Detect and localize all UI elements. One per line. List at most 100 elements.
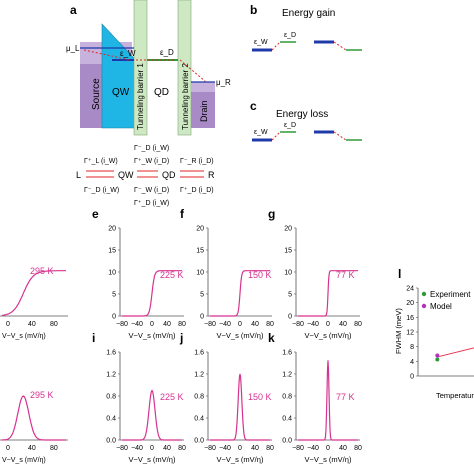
partial-curve (1, 270, 66, 316)
tunnel-arrow-3 (179, 59, 207, 83)
x-tick-label: 80 (178, 445, 186, 452)
rate-row2-mid: Γ⁻_W (i_D) (134, 187, 169, 194)
x-tick-label: −80 (116, 321, 128, 328)
curve-e (122, 270, 182, 317)
tunneling-barrier-2 (177, 0, 192, 136)
loss-arrow-2 (333, 131, 347, 141)
partial-x-tick: 80 (50, 321, 58, 328)
y-tick-label: 0.0 (282, 438, 292, 445)
x-tick-label: −40 (219, 321, 231, 328)
loss-eps-d-label: ε_D (284, 122, 296, 129)
panel-c: c Energy loss ε_W ε_D (250, 99, 362, 142)
partial-x-label: V−V_s (mV/η) (2, 457, 46, 464)
y-tick-label: 0 (288, 314, 292, 321)
y-tick-label: 0.4 (194, 416, 204, 423)
y-tick-label: 1.6 (282, 350, 292, 357)
qd-label: QD (154, 87, 169, 98)
y-tick-label: 0.8 (106, 394, 116, 401)
node-r: R (208, 170, 215, 180)
plot-grid: 0 40 80V−V_s (mV/η)0 40 80V−V_s (mV/η)e05101… (0, 207, 474, 464)
x-tick-label: −80 (204, 445, 216, 452)
x-tick-label: −40 (131, 321, 143, 328)
curve-j (210, 373, 270, 441)
x-tick-label: 0 (238, 445, 242, 452)
node-qd: QD (162, 170, 176, 180)
panel-letter-e: e (92, 207, 99, 221)
fit-line (437, 347, 474, 358)
y-tick-label: 0.0 (106, 438, 116, 445)
partial-x-tick: 40 (28, 321, 36, 328)
panel-letter-j: j (179, 331, 183, 345)
legend-label-model: Model (430, 302, 452, 311)
x-tick-label: 40 (163, 321, 171, 328)
energy-gain-title: Energy gain (282, 8, 335, 19)
x-axis-label: Temperature (436, 391, 474, 400)
mu-r-label: μ_R (216, 78, 231, 87)
x-tick-label: 80 (266, 445, 274, 452)
y-tick-label: 0 (410, 374, 414, 381)
gain-arrow-1 (271, 41, 281, 51)
y-tick-label: 1.6 (194, 350, 204, 357)
y-tick-label: 0.4 (282, 416, 292, 423)
qw-label: QW (112, 87, 130, 98)
y-tick-label: 20 (196, 226, 204, 233)
y-tick-label: 0 (200, 314, 204, 321)
point-model (435, 353, 440, 358)
barrier-2-label: Tunneling barrier 2 (181, 63, 190, 130)
panel-letter-i: i (92, 331, 95, 345)
drain-fermi-sea (191, 82, 215, 92)
x-tick-label: −40 (307, 445, 319, 452)
x-tick-label: 40 (339, 445, 347, 452)
legend-marker-model (421, 303, 427, 309)
y-tick-label: 10 (108, 270, 116, 277)
point-experiment (435, 357, 440, 362)
y-tick-label: 5 (288, 292, 292, 299)
rate-row2-right: Γ⁺_D (i_D) (180, 187, 214, 194)
x-tick-label: 80 (354, 445, 362, 452)
plot-e: e 0 5 10 15 20 −80 −40 0 40 80V−V_s (mV/η) 225 K (92, 207, 186, 340)
rate-row1-mid: Γ⁺_W (i_D) (134, 158, 169, 165)
y-tick-label: 0.4 (106, 416, 116, 423)
curve-g (298, 270, 358, 317)
temperature-label-k: 77 K (336, 392, 355, 402)
y-tick-label: 15 (196, 248, 204, 255)
y-tick-label: 15 (108, 248, 116, 255)
curve-i (122, 389, 182, 441)
temperature-label-e: 225 K (160, 270, 184, 280)
panel-letter-l: l (398, 267, 401, 281)
node-qw: QW (118, 170, 134, 180)
rate-row1-left: Γ⁺_L (i_W) (84, 158, 118, 165)
y-tick-label: 0.8 (282, 394, 292, 401)
y-tick-label: 1.2 (282, 372, 292, 379)
source-label: Source (91, 78, 102, 110)
x-tick-label: −40 (131, 445, 143, 452)
mu-l-label: μ_L (66, 44, 80, 53)
panel-letter-f: f (180, 207, 185, 221)
panel-letter-c: c (250, 99, 257, 113)
node-l: L (76, 170, 81, 180)
x-tick-label: 40 (339, 321, 347, 328)
eps-d-label: ε_D (160, 48, 174, 57)
x-tick-label: −40 (307, 321, 319, 328)
temp-label-left-top: 295 K (30, 266, 54, 276)
y-tick-label: 1.2 (106, 372, 116, 379)
panel-letter-a: a (70, 3, 77, 17)
x-tick-label: 40 (163, 445, 171, 452)
y-tick-label: 4 (410, 359, 414, 366)
plot-k: k0.00.40.81.21.6−80 −40 0 40 80V−V_s (mV/η)7… (268, 331, 362, 464)
barrier-1-label: Tunneling barrier 1 (136, 63, 145, 130)
y-tick-label: 15 (284, 248, 292, 255)
legend-label-experiment: Experiment (430, 290, 471, 299)
curve-f (210, 270, 270, 317)
rate-bottom-mid: Γ⁺_D (i_W) (134, 200, 169, 207)
temperature-label-f: 150 K (248, 270, 272, 280)
plot-i: i0.00.40.81.21.6−80 −40 0 40 80V−V_s (mV/η)2… (92, 331, 186, 464)
gain-eps-d-label: ε_D (284, 32, 296, 39)
partial-panel-top: 0 40 80 V−V_s (mV/η) (0, 270, 68, 340)
y-tick-label: 8 (410, 344, 414, 351)
y-tick-label: 0.0 (194, 438, 204, 445)
x-tick-label: 40 (251, 445, 259, 452)
y-tick-label: 20 (406, 300, 414, 307)
